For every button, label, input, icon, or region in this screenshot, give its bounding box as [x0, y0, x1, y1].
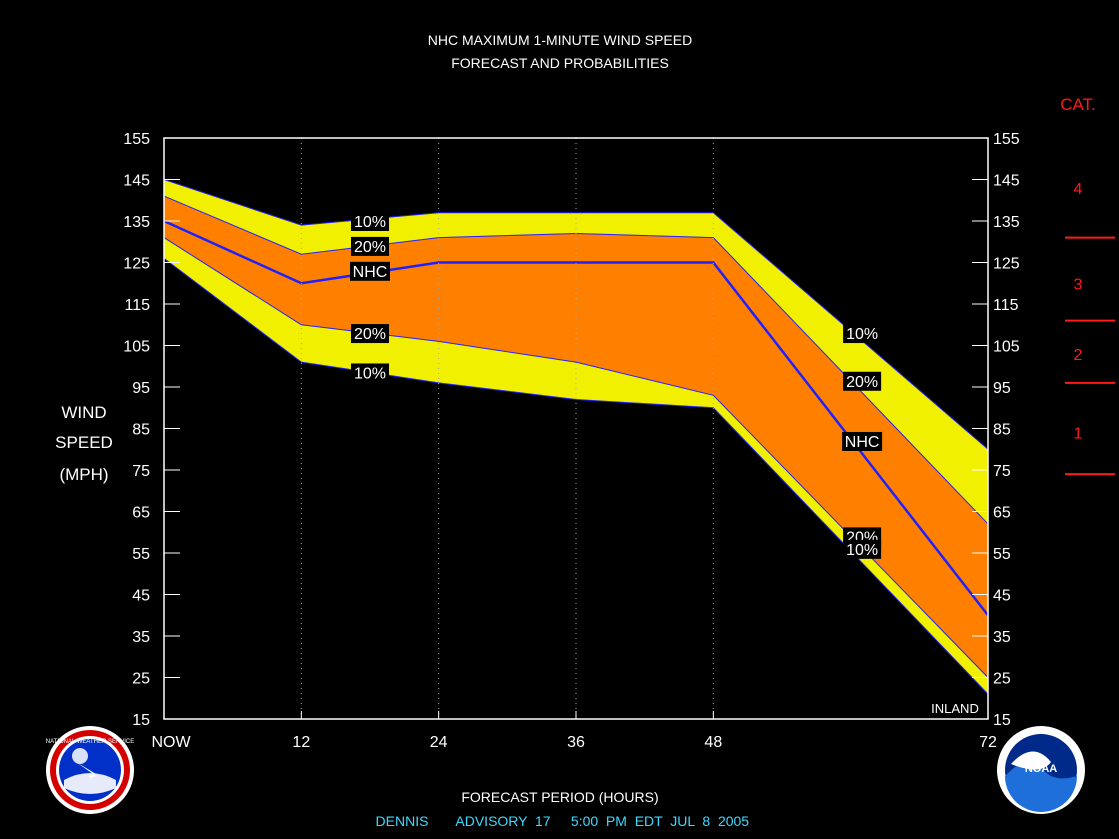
series-line-upper-20pct: [163, 195, 989, 525]
x-tick-label-36: 36: [567, 734, 585, 751]
ylabel-line-3: (MPH): [59, 465, 108, 484]
ylabel-line-1: WIND: [61, 403, 106, 422]
nws-logo-text: NATIONAL WEATHER SERVICE: [46, 739, 134, 745]
band-label: 20%: [354, 239, 386, 256]
series-line-lower-20pct: [163, 237, 989, 678]
y-tick-label-right-155: 155: [993, 131, 1020, 148]
y-tick-label-left-65: 65: [132, 505, 150, 522]
y-tick-label-right-135: 135: [993, 214, 1020, 231]
y-tick-label-left-105: 105: [123, 339, 150, 356]
band-label: NHC: [353, 264, 388, 281]
band-label-bg: [351, 363, 389, 383]
band-label: 10%: [846, 326, 878, 343]
series-line-lower-10pct: [163, 257, 989, 695]
band-label-bg: [351, 324, 389, 344]
y-tick-label-left-35: 35: [132, 629, 150, 646]
x-tick-label-72: 72: [979, 734, 997, 751]
footer-storm: DENNIS: [376, 813, 429, 829]
footer-advisory: ADVISORY 17: [455, 813, 550, 829]
chart-subtitle: FORECAST AND PROBABILITIES: [451, 55, 669, 71]
band-label: 10%: [354, 214, 386, 231]
x-tick-label-now: NOW: [151, 734, 191, 751]
y-tick-label-right-145: 145: [993, 173, 1020, 190]
y-tick-label-left-125: 125: [123, 256, 150, 273]
y-tick-label-left-95: 95: [132, 380, 150, 397]
chart-title: NHC MAXIMUM 1-MINUTE WIND SPEED: [428, 32, 692, 48]
probability-bands: [163, 179, 989, 695]
band-label-bg: [842, 431, 883, 451]
band-label-bg: [351, 236, 389, 256]
y-tick-label-left-15: 15: [132, 712, 150, 729]
inner-probability-band: [164, 196, 988, 678]
series-line-upper-10pct: [163, 179, 989, 450]
y-tick-label-left-45: 45: [132, 588, 150, 605]
category-title: CAT.: [1060, 95, 1096, 114]
footer-time: 5:00 PM EDT JUL 8 2005: [571, 813, 749, 829]
x-tick-label-24: 24: [430, 734, 448, 751]
band-label: 10%: [846, 542, 878, 559]
noaa-logo-text: NOAA: [1025, 763, 1057, 775]
band-label-bg: [350, 261, 390, 281]
category-label-4: 4: [1074, 181, 1083, 198]
band-label-bg: [843, 324, 882, 344]
band-label-bg: [351, 212, 389, 231]
grid-lines: [300, 138, 714, 719]
y-tick-label-left-75: 75: [132, 463, 150, 480]
y-tick-label-left-145: 145: [123, 173, 150, 190]
y-tick-label-right-75: 75: [993, 463, 1011, 480]
ylabel-line-2: SPEED: [55, 433, 113, 452]
y-tick-label-right-95: 95: [993, 380, 1011, 397]
nws-logo: NATIONAL WEATHER SERVICE: [46, 726, 134, 814]
y-tick-label-right-55: 55: [993, 546, 1011, 563]
y-tick-label-left-25: 25: [132, 671, 150, 688]
y-tick-label-right-45: 45: [993, 588, 1011, 605]
y-tick-label-right-115: 115: [993, 297, 1019, 314]
band-label-bg: [843, 371, 882, 391]
y-tick-label-left-85: 85: [132, 422, 150, 439]
y-tick-label-right-105: 105: [993, 339, 1020, 356]
axes: 15 15 25 25 35 35 45 45 55 55 65 65 75 75 85 85 95 95 105 1…: [123, 131, 1020, 751]
y-tick-label-right-65: 65: [993, 505, 1011, 522]
y-tick-label-right-25: 25: [993, 671, 1011, 688]
band-label: 10%: [354, 365, 386, 382]
band-label: NHC: [845, 434, 880, 451]
x-axis-label: FORECAST PERIOD (HOURS): [461, 789, 658, 805]
nhc-forecast-line: [163, 219, 989, 617]
x-tick-label-48: 48: [704, 734, 722, 751]
y-tick-label-left-155: 155: [123, 131, 150, 148]
band-label-bg: [843, 539, 882, 559]
inland-annotation: INLAND: [931, 701, 979, 716]
y-tick-label-right-85: 85: [993, 422, 1011, 439]
x-tick-label-12: 12: [292, 734, 310, 751]
y-tick-label-right-125: 125: [993, 256, 1020, 273]
category-scale: CAT. 4 3 2 1: [1060, 95, 1115, 476]
y-tick-label-right-15: 15: [993, 712, 1011, 729]
noaa-logo: NOAA: [997, 726, 1085, 814]
band-label: 20%: [846, 374, 878, 391]
y-tick-label-right-35: 35: [993, 629, 1011, 646]
y-tick-label-left-135: 135: [123, 214, 150, 231]
category-label-3: 3: [1074, 276, 1083, 293]
y-tick-label-left-55: 55: [132, 546, 150, 563]
category-label-2: 2: [1074, 347, 1083, 364]
band-label: 20%: [354, 326, 386, 343]
y-tick-label-left-115: 115: [124, 297, 150, 314]
category-label-1: 1: [1074, 426, 1083, 443]
